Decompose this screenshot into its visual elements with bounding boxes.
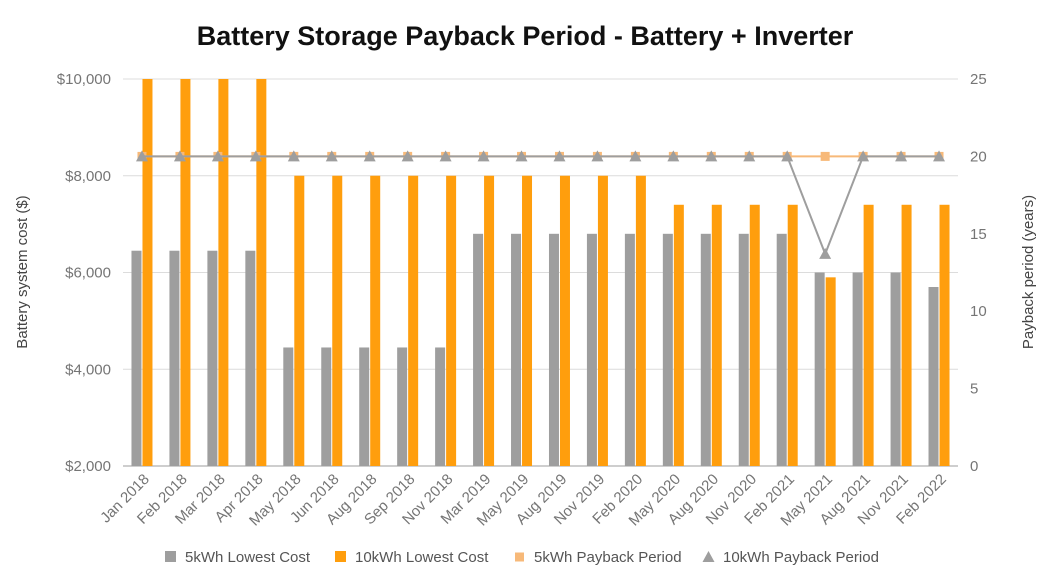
legend-label: 10kWh Lowest Cost <box>355 549 489 566</box>
bar-10kwh-cost <box>484 175 495 466</box>
marker-10kwh-payback <box>477 150 490 162</box>
bar-5kwh-cost <box>738 233 749 466</box>
marker-10kwh-payback <box>439 150 452 162</box>
marker-10kwh-payback <box>591 150 604 162</box>
bar-5kwh-cost <box>776 233 787 466</box>
marker-10kwh-payback <box>173 150 186 162</box>
bar-10kwh-cost <box>635 175 646 466</box>
y2-tick-label: 10 <box>970 303 987 320</box>
bar-5kwh-cost <box>435 347 446 466</box>
bar-10kwh-cost <box>180 79 191 466</box>
marker-10kwh-payback <box>553 150 566 162</box>
bar-5kwh-cost <box>359 347 370 466</box>
marker-10kwh-payback <box>325 150 338 162</box>
marker-10kwh-payback <box>705 150 718 162</box>
legend-swatch <box>335 551 346 562</box>
y2-tick-label: 5 <box>970 381 978 398</box>
y-tick-label: $10,000 <box>57 71 111 88</box>
legend-swatch <box>702 551 715 562</box>
bar-5kwh-cost <box>397 347 408 466</box>
y2-tick-label: 25 <box>970 71 987 88</box>
legend: 5kWh Lowest Cost 10kWh Lowest Cost 5kWh Pa… <box>165 549 879 566</box>
bar-5kwh-cost <box>131 250 142 466</box>
y2-tick-label: 15 <box>970 226 987 243</box>
marker-5kwh-payback <box>820 151 830 161</box>
bar-5kwh-cost <box>928 287 939 466</box>
bar-10kwh-cost <box>559 175 570 466</box>
bar-10kwh-cost <box>749 204 760 466</box>
bar-10kwh-cost <box>863 204 874 466</box>
legend-label: 5kWh Payback Period <box>534 549 682 566</box>
lines <box>135 150 946 259</box>
bar-10kwh-cost <box>218 79 229 466</box>
y2-tick-label: 0 <box>970 458 978 475</box>
bar-5kwh-cost <box>662 233 673 466</box>
bar-5kwh-cost <box>207 250 218 466</box>
marker-10kwh-payback <box>781 150 794 162</box>
marker-10kwh-payback <box>819 247 832 259</box>
legend-swatch <box>165 551 176 562</box>
bar-10kwh-cost <box>370 175 381 466</box>
bar-10kwh-cost <box>711 204 722 466</box>
bar-5kwh-cost <box>169 250 180 466</box>
legend-label: 5kWh Lowest Cost <box>185 549 311 566</box>
bar-10kwh-cost <box>787 204 798 466</box>
bar-10kwh-cost <box>597 175 608 466</box>
chart-title: Battery Storage Payback Period - Battery… <box>197 21 854 51</box>
marker-10kwh-payback <box>249 150 262 162</box>
bar-10kwh-cost <box>332 175 343 466</box>
marker-10kwh-payback <box>211 150 224 162</box>
bar-5kwh-cost <box>321 347 332 466</box>
bar-5kwh-cost <box>473 233 484 466</box>
y2-tick-label: 20 <box>970 148 987 165</box>
bar-5kwh-cost <box>283 347 294 466</box>
bar-5kwh-cost <box>624 233 635 466</box>
bar-5kwh-cost <box>890 272 901 466</box>
marker-10kwh-payback <box>363 150 376 162</box>
y-tick-label: $6,000 <box>65 265 111 282</box>
y-axis-label: Battery system cost ($) <box>14 195 31 348</box>
y-tick-label: $4,000 <box>65 361 111 378</box>
marker-10kwh-payback <box>667 150 680 162</box>
marker-10kwh-payback <box>287 150 300 162</box>
marker-10kwh-payback <box>895 150 908 162</box>
bar-10kwh-cost <box>142 79 153 466</box>
bar-5kwh-cost <box>814 272 825 466</box>
bar-5kwh-cost <box>700 233 711 466</box>
bar-10kwh-cost <box>673 204 684 466</box>
bar-10kwh-cost <box>294 175 305 466</box>
right-axis-ticks: 0 5 10 15 20 25 <box>970 71 987 475</box>
y-tick-label: $2,000 <box>65 458 111 475</box>
y2-axis-label: Payback period (years) <box>1020 195 1037 349</box>
bars <box>131 79 950 466</box>
bar-5kwh-cost <box>852 272 863 466</box>
marker-10kwh-payback <box>135 150 148 162</box>
marker-10kwh-payback <box>629 150 642 162</box>
bar-10kwh-cost <box>408 175 419 466</box>
bar-5kwh-cost <box>586 233 597 466</box>
y-tick-label: $8,000 <box>65 168 111 185</box>
marker-10kwh-payback <box>933 150 946 162</box>
marker-10kwh-payback <box>743 150 756 162</box>
bar-10kwh-cost <box>446 175 457 466</box>
line-10kwh-payback <box>142 155 939 257</box>
marker-10kwh-payback <box>857 150 870 162</box>
bar-10kwh-cost <box>522 175 533 466</box>
left-axis-ticks: $2,000 $4,000 $6,000 $8,000 $10,000 <box>57 71 111 475</box>
bar-5kwh-cost <box>548 233 559 466</box>
legend-swatch <box>515 552 524 562</box>
marker-10kwh-payback <box>401 150 414 162</box>
bar-10kwh-cost <box>901 204 912 466</box>
legend-label: 10kWh Payback Period <box>723 549 879 566</box>
bar-10kwh-cost <box>825 277 836 466</box>
bar-5kwh-cost <box>511 233 522 466</box>
bar-5kwh-cost <box>245 250 256 466</box>
bar-10kwh-cost <box>256 79 267 466</box>
bar-10kwh-cost <box>939 204 950 466</box>
marker-10kwh-payback <box>515 150 528 162</box>
